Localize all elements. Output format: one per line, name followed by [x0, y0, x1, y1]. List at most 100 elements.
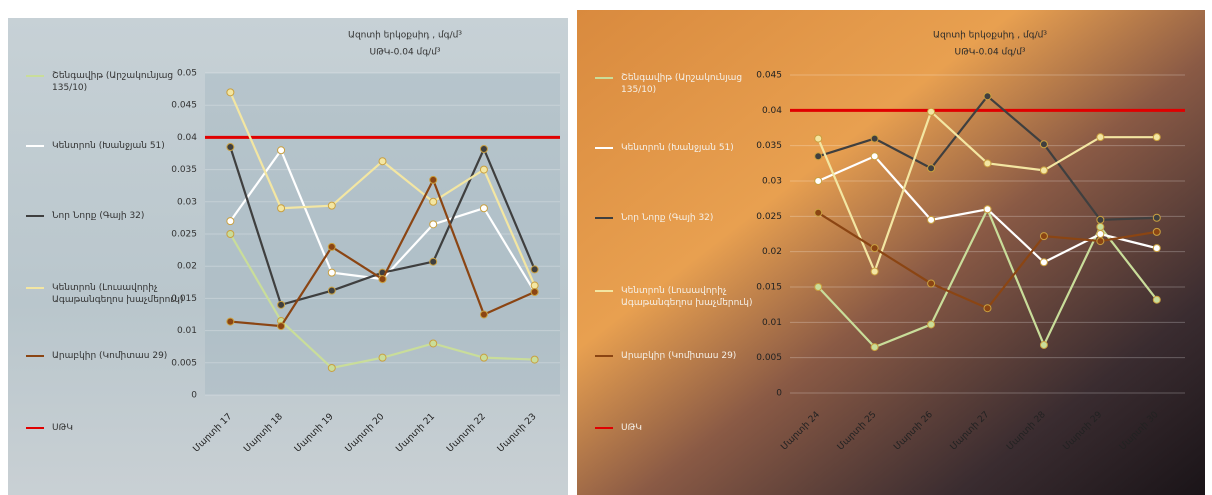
data-point	[1152, 295, 1161, 304]
background	[8, 18, 568, 495]
data-point	[1152, 213, 1161, 222]
data-point	[378, 275, 387, 284]
data-point	[429, 220, 438, 229]
y-tick-label: 0.04	[762, 106, 782, 116]
data-point	[226, 88, 235, 97]
data-point	[927, 320, 936, 329]
legend-swatch	[595, 147, 613, 149]
data-point	[429, 175, 438, 184]
legend-entry: ՍԹԿ	[595, 422, 766, 434]
y-tick-label: 0.025	[756, 212, 782, 222]
data-point	[870, 267, 879, 276]
data-point	[870, 134, 879, 143]
data-point	[983, 205, 992, 214]
data-point	[327, 242, 336, 251]
data-point	[226, 317, 235, 326]
legend-label: Շենգավիթ (Արշակունյաց 135/10)	[621, 73, 743, 95]
data-point	[1039, 232, 1048, 241]
y-tick-label: 0.04	[177, 133, 197, 143]
data-point	[814, 283, 823, 291]
data-point	[983, 304, 992, 313]
legend-entry: Կենտրոն (Խանջյան 51)	[26, 140, 197, 152]
legend-label: Նոր Նորք (Գայի 32)	[52, 211, 145, 221]
data-point	[327, 363, 336, 372]
data-point	[378, 353, 387, 362]
legend-swatch	[595, 77, 613, 79]
legend-entry: Կենտրոն (Լուսավորիչ Ագաթանգեղոս խաչմերու…	[595, 285, 766, 309]
data-point	[277, 204, 286, 213]
data-point	[479, 204, 488, 213]
y-tick-label: 0.045	[171, 101, 197, 111]
data-point	[1096, 230, 1105, 238]
legend-label: Արաբկիր (Կոմիտաս 29)	[52, 351, 168, 361]
data-point	[1096, 237, 1105, 246]
data-point	[1039, 140, 1048, 149]
data-point	[277, 146, 286, 155]
data-point	[1096, 133, 1105, 142]
data-point	[530, 355, 539, 364]
y-tick-label: 0.035	[171, 165, 197, 175]
y-tick-label: 0.03	[762, 177, 782, 187]
data-point	[1039, 340, 1048, 349]
data-point	[1096, 215, 1105, 224]
data-point	[927, 215, 936, 224]
data-point	[327, 201, 336, 210]
chart-subtitle: ՍԹԿ-0.04 մգ/մ³	[369, 48, 440, 58]
chart-title: Ազոտի երկօքսիդ , մգ/մ³	[933, 31, 1047, 41]
data-point	[814, 208, 823, 217]
legend-swatch	[26, 75, 44, 77]
legend-swatch	[26, 355, 44, 357]
legend-entry: Շենգավիթ (Արշակունյաց 135/10)	[26, 70, 197, 94]
y-tick-label: 0.035	[756, 141, 782, 151]
data-point	[429, 257, 438, 266]
legend-entry: Կենտրոն (Խանջյան 51)	[595, 142, 766, 154]
data-point	[927, 279, 936, 288]
background	[577, 10, 1205, 495]
data-point	[530, 287, 539, 296]
y-tick-label: 0	[776, 389, 782, 399]
data-point	[814, 177, 823, 185]
data-point	[814, 152, 823, 161]
data-point	[530, 265, 539, 274]
data-point	[429, 339, 438, 348]
data-point	[1096, 222, 1105, 231]
legend-swatch	[595, 355, 613, 357]
data-point	[814, 134, 823, 143]
y-tick-label: 0.045	[756, 71, 782, 81]
data-point	[479, 165, 488, 174]
data-point	[870, 152, 879, 161]
y-tick-label: 0.015	[756, 283, 782, 293]
y-tick-label: 0.015	[171, 294, 197, 304]
data-point	[378, 157, 387, 166]
y-tick-label: 0.01	[177, 326, 197, 336]
legend-entry: Կենտրոն (Լուսավորիչ Ագաթանգեղոս խաչմերու…	[26, 282, 197, 306]
chart-subtitle: ՍԹԿ-0.04 մգ/մ³	[954, 48, 1025, 58]
y-tick-label: 0.025	[171, 230, 197, 240]
legend-entry: ՍԹԿ	[26, 422, 197, 434]
data-point	[983, 92, 992, 101]
legend-swatch	[595, 427, 613, 429]
legend-label: Կենտրոն (Խանջյան 51)	[52, 141, 165, 151]
data-point	[226, 230, 235, 238]
data-point	[1039, 258, 1048, 267]
legend-swatch	[26, 215, 44, 217]
y-tick-label: 0.03	[177, 197, 197, 207]
y-tick-label: 0.005	[171, 358, 197, 368]
chart-title: Ազոտի երկօքսիդ , մգ/մ³	[348, 31, 462, 41]
legend-entry: Արաբկիր (Կոմիտաս 29)	[595, 350, 766, 362]
legend-label: ՍԹԿ	[52, 423, 73, 433]
data-point	[479, 310, 488, 319]
data-point	[479, 353, 488, 362]
data-point	[226, 217, 235, 226]
data-point	[327, 286, 336, 295]
data-point	[327, 268, 336, 277]
legend-swatch	[595, 290, 613, 292]
legend-label: Նոր Նորք (Գայի 32)	[621, 213, 714, 223]
legend-entry: Նոր Նորք (Գայի 32)	[595, 212, 766, 224]
data-point	[479, 144, 488, 153]
data-point	[870, 244, 879, 253]
legend-swatch	[26, 427, 44, 429]
data-point	[927, 107, 936, 116]
